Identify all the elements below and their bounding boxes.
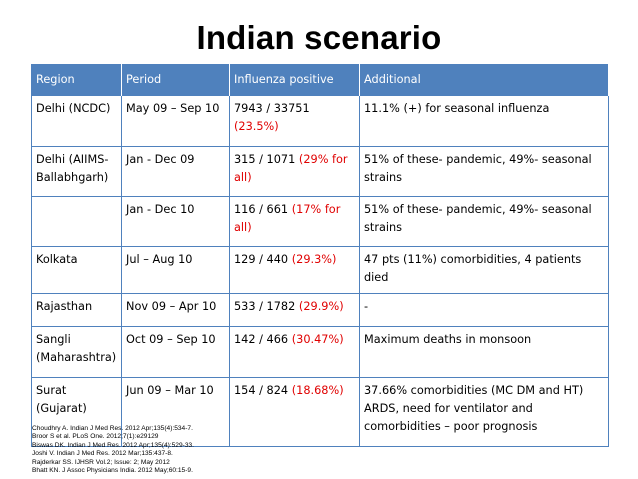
- cell-region: Sangli (Maharashtra): [31, 326, 122, 378]
- reference-line: Rajderkar SS. IJHSR Vol.2; Issue: 2; May…: [32, 458, 170, 466]
- cell-additional: 37.66% comorbidities (MC DM and HT) ARDS…: [359, 377, 609, 447]
- cell-period: Jun 09 – Mar 10: [121, 377, 230, 447]
- cell-region: Kolkata: [31, 246, 122, 294]
- cell-region: [31, 196, 122, 247]
- slide-title: Indian scenario: [196, 19, 442, 56]
- cell-region: Delhi (AIIMS-Ballabhgarh): [31, 146, 122, 197]
- cell-influenza-positive: 533 / 1782 (29.9%): [229, 293, 360, 327]
- table-row: Kolkata Jul – Aug 10 129 / 440 (29.3%) 4…: [31, 246, 609, 294]
- positive-count: 129 / 440: [234, 253, 289, 266]
- positive-count: 7943 / 33751: [234, 102, 310, 115]
- positive-percent: (18.68%): [291, 384, 344, 397]
- cell-influenza-positive: 116 / 661 (17% for all): [229, 196, 360, 247]
- cell-influenza-positive: 154 / 824 (18.68%): [229, 377, 360, 447]
- positive-count: 533 / 1782: [234, 300, 296, 313]
- positive-percent: (30.47%): [291, 333, 344, 346]
- scenario-table: Region Period Influenza positive Additio…: [31, 64, 609, 447]
- cell-additional: 51% of these- pandemic, 49%- seasonal st…: [359, 196, 609, 247]
- cell-period: Jan - Dec 09: [121, 146, 230, 197]
- cell-period: May 09 – Sep 10: [121, 96, 230, 147]
- cell-influenza-positive: 129 / 440 (29.3%): [229, 246, 360, 294]
- cell-additional: 11.1% (+) for seasonal influenza: [359, 96, 609, 147]
- positive-count: 142 / 466: [234, 333, 289, 346]
- reference-line: Choudhry A. Indian J Med Res. 2012 Apr;1…: [32, 425, 193, 432]
- cell-period: Nov 09 – Apr 10: [121, 293, 230, 327]
- positive-percent: (23.5%): [234, 120, 279, 133]
- cell-additional: Maximum deaths in monsoon: [359, 326, 609, 378]
- positive-percent: (29.9%): [298, 300, 344, 313]
- positive-percent: (29.3%): [291, 253, 337, 266]
- header-additional: Additional: [359, 64, 609, 96]
- cell-additional: -: [359, 293, 609, 327]
- table-row: Sangli (Maharashtra) Oct 09 – Sep 10 142…: [31, 326, 609, 378]
- positive-percent: (29% for all): [234, 153, 348, 184]
- positive-count: 315 / 1071: [234, 153, 296, 166]
- table-row: Rajasthan Nov 09 – Apr 10 533 / 1782 (29…: [31, 293, 609, 327]
- reference-line: Joshi V. Indian J Med Res. 2012 Mar;135:…: [32, 450, 173, 458]
- positive-count: 116 / 661: [234, 203, 289, 216]
- cell-additional: 51% of these- pandemic, 49%- seasonal st…: [359, 146, 609, 197]
- cell-period: Jan - Dec 10: [121, 196, 230, 247]
- cell-region: Delhi (NCDC): [31, 96, 122, 147]
- cell-influenza-positive: 142 / 466 (30.47%): [229, 326, 360, 378]
- header-period: Period: [121, 64, 230, 96]
- cell-additional: 47 pts (11%) comorbidities, 4 patients d…: [359, 246, 609, 294]
- table-row: Jan - Dec 10 116 / 661 (17% for all) 51%…: [31, 196, 609, 247]
- positive-count: 154 / 824: [234, 384, 289, 397]
- table-row: Delhi (NCDC) May 09 – Sep 10 7943 / 3375…: [31, 96, 609, 147]
- cell-region: Surat (Gujarat): [31, 377, 122, 447]
- cell-region: Rajasthan: [31, 293, 122, 327]
- table-row: Surat (Gujarat) Jun 09 – Mar 10 154 / 82…: [31, 377, 609, 447]
- table-row: Delhi (AIIMS-Ballabhgarh) Jan - Dec 09 3…: [31, 146, 609, 197]
- references: Choudhry A. Indian J Med Res. 2012 Apr;1…: [32, 425, 194, 475]
- positive-percent: (17% for all): [234, 203, 341, 234]
- reference-line: Bhatt KN. J Assoc Physicians India. 2012…: [32, 467, 193, 475]
- cell-period: Jul – Aug 10: [121, 246, 230, 294]
- cell-period: Oct 09 – Sep 10: [121, 326, 230, 378]
- cell-influenza-positive: 315 / 1071 (29% for all): [229, 146, 360, 197]
- header-influenza-positive: Influenza positive: [229, 64, 360, 96]
- header-region: Region: [31, 64, 122, 96]
- reference-line: Broor S et al. PLoS One. 2012;7(1):e2912…: [32, 433, 159, 441]
- reference-line: Biswas DK. Indian J Med Res. 2012 Apr;13…: [32, 441, 195, 449]
- cell-influenza-positive: 7943 / 33751 (23.5%): [229, 96, 360, 147]
- table-header-row: Region Period Influenza positive Additio…: [31, 64, 609, 96]
